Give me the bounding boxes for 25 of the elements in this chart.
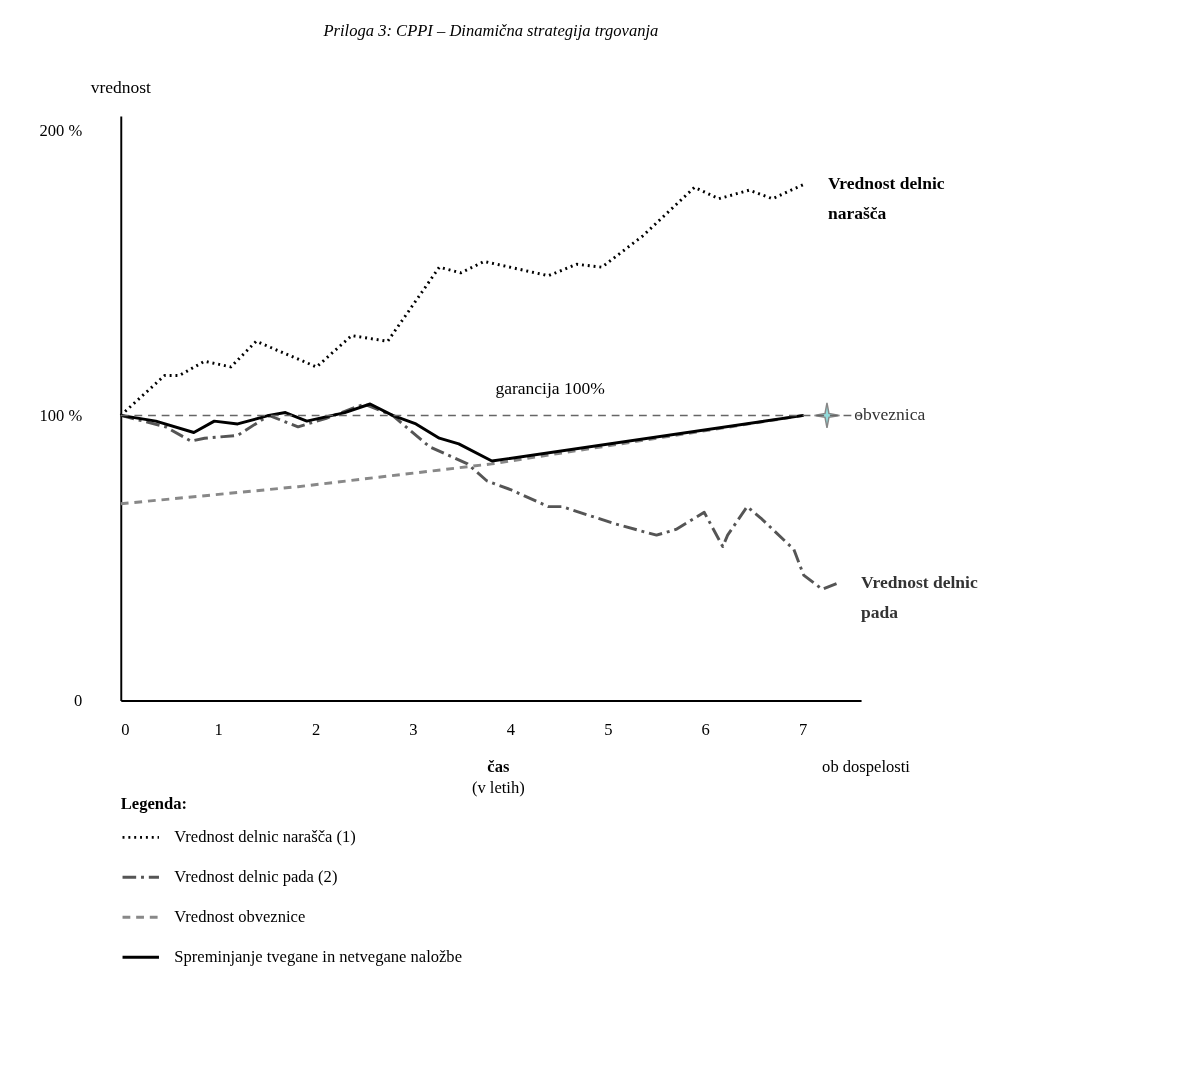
legend-label: Spreminjanje tvegane in netvegane naložbe (174, 947, 462, 967)
annotation: Vrednost delnic pada (861, 572, 978, 622)
x-tick-label: 3 (409, 720, 418, 740)
chart-title: Priloga 3: CPPI – Dinamična strategija trgovanja (322, 21, 659, 41)
y-tick-label: 200 % (39, 120, 83, 140)
y-tick-label: 0 (74, 690, 83, 710)
text: ob dospelosti (822, 756, 911, 776)
x-tick-label: 5 (604, 720, 613, 740)
legend-title: Legenda: (120, 793, 187, 813)
x-tick-label: 1 (214, 720, 223, 740)
line-series (119, 402, 839, 591)
legend-label: Vrednost delnic narašča (1) (174, 827, 356, 847)
x-axis-title: čas (v letih) (471, 756, 525, 798)
legend-label: Vrednost obveznice (174, 907, 306, 927)
ref-line-label: garancija 100% (495, 377, 605, 398)
annotation: obveznica (854, 404, 926, 425)
x-tick-label: 6 (701, 720, 710, 740)
x-tick-label: 4 (506, 720, 516, 740)
annotation: Vrednost delnic narašča (827, 173, 945, 223)
x-tick-label: 0 (121, 720, 130, 740)
x-tick-label: 2 (311, 720, 321, 740)
y-tick-label: 100 % (39, 405, 83, 425)
legend-label: Vrednost delnic pada (2) (174, 867, 338, 887)
x-tick-label: 7 (798, 720, 808, 740)
y-axis-title: vrednost (90, 76, 152, 97)
